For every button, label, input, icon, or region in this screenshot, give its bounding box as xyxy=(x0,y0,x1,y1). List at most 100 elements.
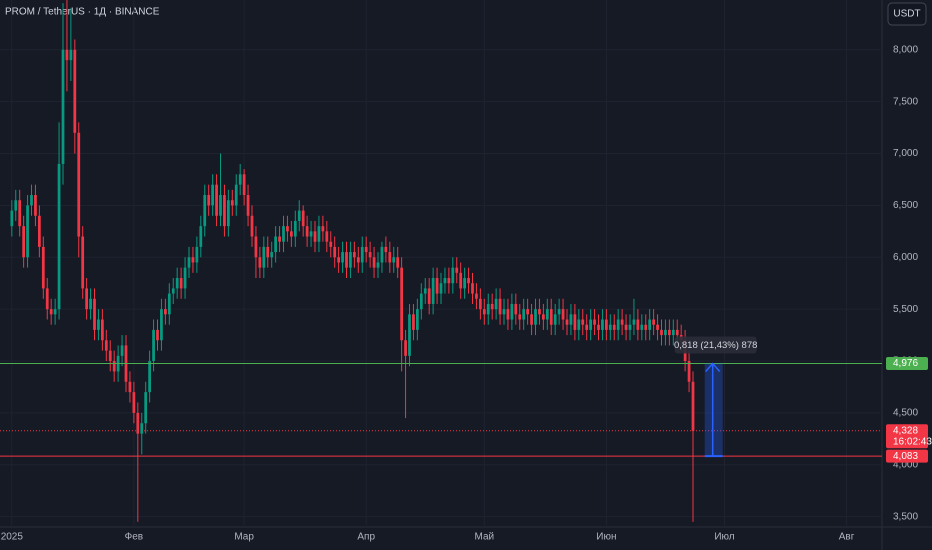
candle-body xyxy=(648,319,652,330)
candle-body xyxy=(569,314,573,325)
candle-body xyxy=(345,252,348,268)
candle-body xyxy=(490,303,494,310)
candle-body xyxy=(97,319,100,330)
candle-body xyxy=(530,314,533,325)
candle-body xyxy=(163,309,167,315)
candle-body xyxy=(597,324,600,330)
candle-body xyxy=(368,252,372,258)
y-tick-label: 4,500 xyxy=(893,408,918,419)
candle-body xyxy=(266,246,270,258)
candle-body xyxy=(219,195,222,216)
candle-body xyxy=(561,309,565,320)
candle-body xyxy=(628,324,632,330)
candle-body xyxy=(152,329,155,362)
candle-body xyxy=(337,257,341,263)
price-label-box xyxy=(886,449,928,463)
candle-body xyxy=(502,309,506,315)
candle-body xyxy=(412,314,415,330)
candle-body xyxy=(270,252,274,258)
candle-body xyxy=(439,283,443,294)
candle-body xyxy=(85,288,89,310)
candle-body xyxy=(475,293,478,299)
price-label: 4,083 xyxy=(893,451,918,462)
candle-body xyxy=(415,309,419,330)
candle-body xyxy=(675,329,679,336)
candle-body xyxy=(581,319,585,325)
candle-body xyxy=(349,252,352,268)
candle-body xyxy=(545,309,549,320)
candle-body xyxy=(573,314,577,330)
candle-body xyxy=(179,278,183,289)
measure-arrowhead xyxy=(705,362,721,372)
candle-body xyxy=(549,309,553,325)
candle-body xyxy=(89,298,92,310)
y-tick-label: 6,000 xyxy=(893,252,918,263)
candle-body xyxy=(325,231,329,242)
candle-body xyxy=(522,309,526,320)
candle-body xyxy=(463,278,467,289)
candle-body xyxy=(352,252,356,258)
candle-body xyxy=(156,329,159,341)
candle-body xyxy=(526,309,530,315)
candle-body xyxy=(640,324,644,330)
candle-body xyxy=(238,174,242,185)
candle-body xyxy=(258,257,262,268)
candle-body xyxy=(22,226,26,258)
candle-body xyxy=(652,319,656,325)
candle-body xyxy=(112,361,116,372)
candle-body xyxy=(203,195,207,227)
candle-body xyxy=(144,392,148,424)
currency-button[interactable] xyxy=(887,2,927,26)
price-label-box xyxy=(886,357,928,371)
candle-body xyxy=(443,278,447,284)
chart-title: PROM / TetherUS · 1Д · BINANCE xyxy=(5,7,160,18)
candle-body xyxy=(30,195,33,206)
candle-body xyxy=(26,205,29,258)
candle-body xyxy=(187,257,191,268)
candle-body xyxy=(455,267,459,273)
candle-body xyxy=(553,314,557,325)
candle-body xyxy=(140,423,144,434)
candle-body xyxy=(57,163,61,310)
candle-body xyxy=(37,215,41,247)
candle-body xyxy=(534,309,537,325)
candle-body xyxy=(81,236,85,289)
candle-body xyxy=(234,184,238,206)
candle-body xyxy=(104,340,108,351)
candle-body xyxy=(392,257,396,263)
candle-body xyxy=(514,303,518,315)
candle-body xyxy=(329,241,333,247)
candle-body xyxy=(380,246,384,263)
candle-body xyxy=(565,319,569,325)
y-tick-label: 4,000 xyxy=(893,459,918,470)
candle-body xyxy=(372,257,376,268)
candle-body xyxy=(136,412,140,434)
candle-body xyxy=(207,195,211,206)
candle-body xyxy=(183,267,187,289)
x-tick-label: Июн xyxy=(596,532,616,543)
candle-body xyxy=(199,226,203,247)
candle-body xyxy=(419,293,423,310)
currency-label[interactable]: USDT xyxy=(893,9,920,20)
candle-body xyxy=(624,324,628,330)
candle-body xyxy=(687,361,691,382)
candle-body xyxy=(431,278,435,304)
candle-body xyxy=(423,288,427,294)
candle-body xyxy=(427,288,431,304)
candle-body xyxy=(108,350,112,362)
candle-body xyxy=(45,288,49,310)
candle-body xyxy=(364,246,368,253)
candle-body xyxy=(585,324,589,330)
x-tick-label: Авг xyxy=(839,532,855,543)
candle-body xyxy=(589,319,593,330)
candle-body xyxy=(120,345,124,356)
candle-body xyxy=(160,309,163,341)
candle-body xyxy=(250,215,254,237)
candle-body xyxy=(518,314,522,320)
grid xyxy=(0,0,882,527)
candle-body xyxy=(226,200,230,227)
x-tick-label: Фев xyxy=(125,532,143,543)
candle-body xyxy=(195,246,199,263)
